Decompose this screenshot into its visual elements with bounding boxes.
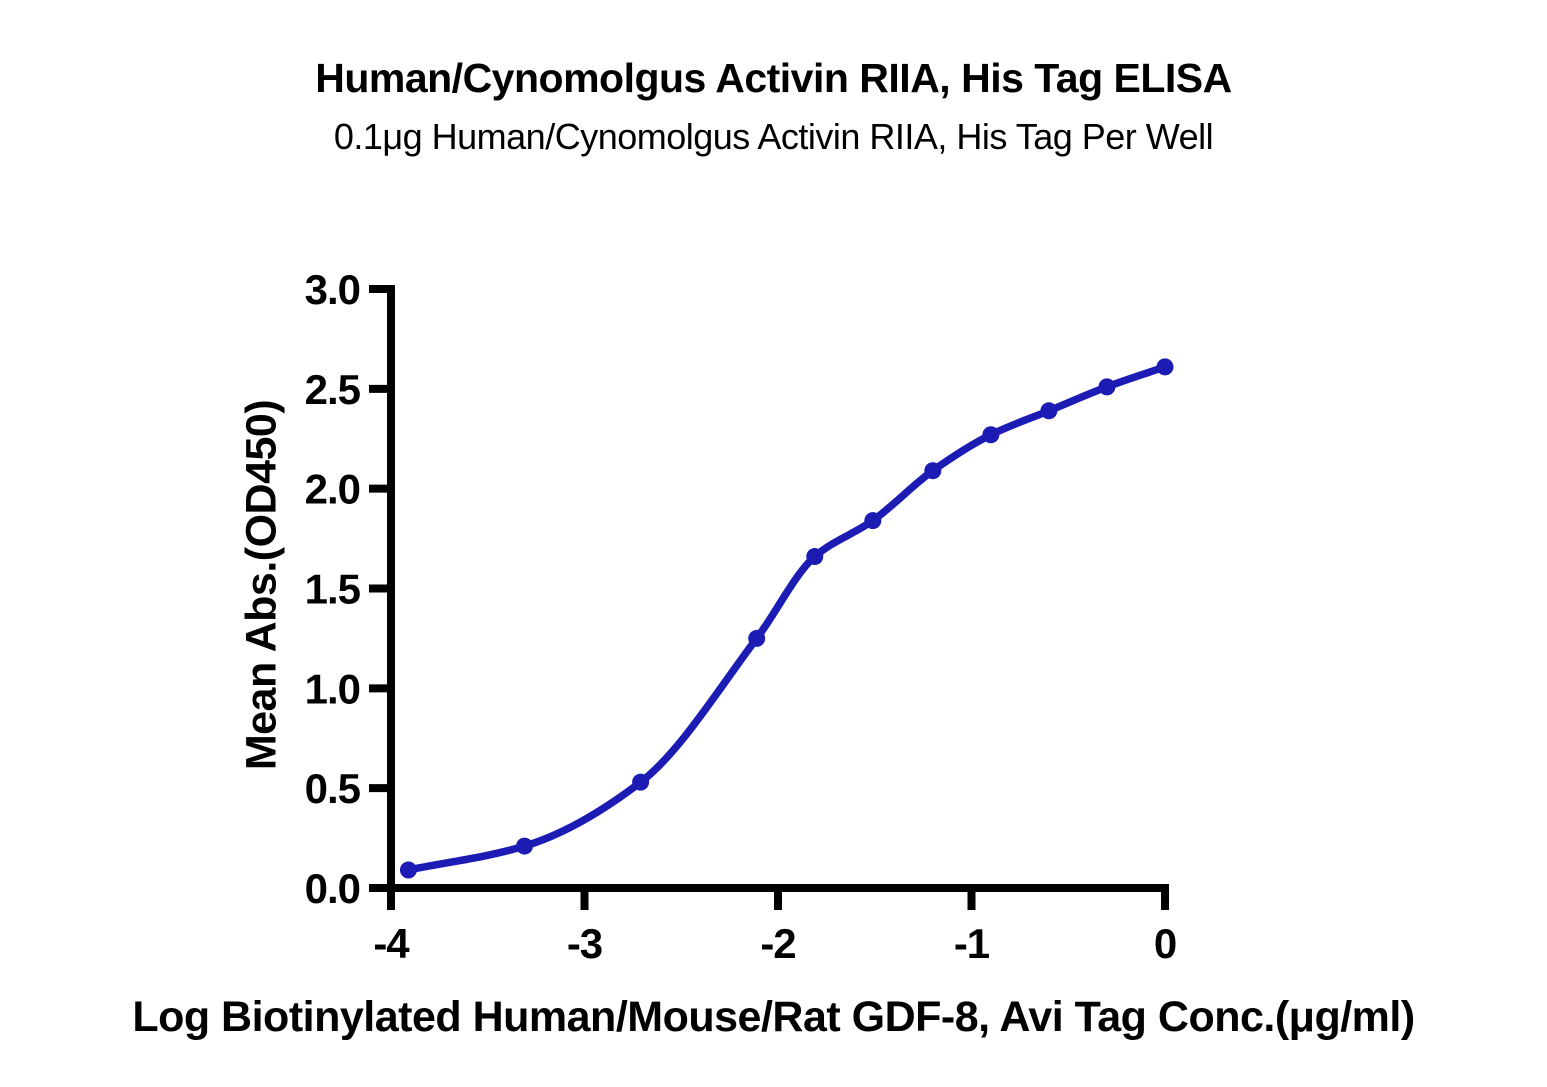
x-axis-label: Log Biotinylated Human/Mouse/Rat GDF-8, … [132,993,1415,1041]
data-point [806,548,824,566]
x-tick-label: 0 [1154,920,1176,967]
chart-title: Human/Cynomolgus Activin RIIA, His Tag E… [315,55,1232,101]
data-point [1040,402,1058,420]
data-point [1156,358,1174,376]
fit-curve [404,363,1169,874]
data-point [864,512,882,530]
data-point [982,426,1000,444]
data-point [516,837,534,855]
chart-subtitle: 0.1μg Human/Cynomolgus Activin RIIA, His… [333,116,1214,157]
data-point [1098,378,1116,396]
y-tick-label: 2.5 [305,366,361,413]
y-tick-label: 1.0 [305,665,360,712]
y-tick-label: 1.5 [305,566,361,613]
data-point [924,462,942,480]
y-tick-label: 2.0 [305,466,360,513]
data-point [748,629,766,647]
y-tick-label: 0.5 [305,765,361,812]
x-tick-label: -1 [954,920,990,967]
x-tick-label: -4 [373,920,410,967]
x-tick-label: -3 [567,920,602,967]
data-point [399,861,417,879]
y-tick-label: 0.0 [305,865,360,912]
y-tick-label: 3.0 [305,266,360,313]
x-tick-label: -2 [760,920,795,967]
data-point [632,773,650,791]
